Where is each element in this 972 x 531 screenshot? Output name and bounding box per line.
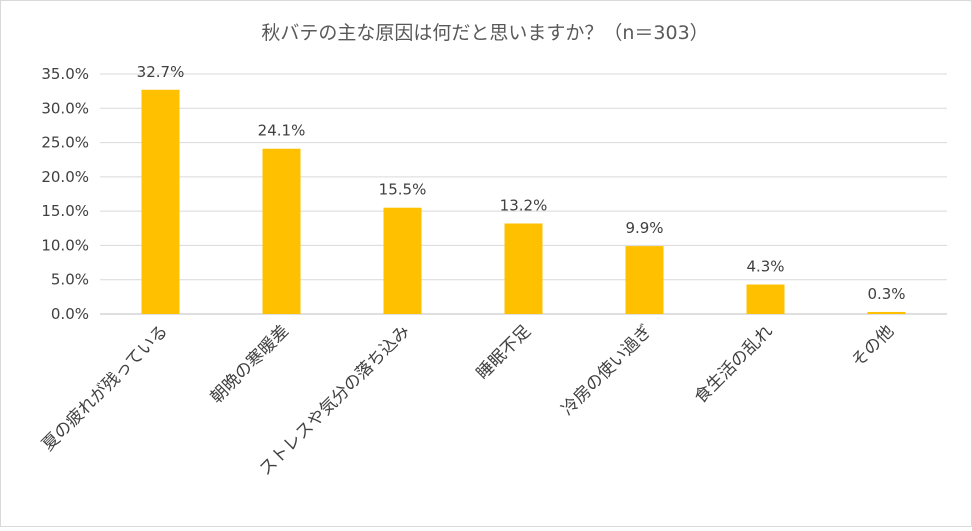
y-tick-label: 0.0% <box>51 305 89 323</box>
bar <box>262 148 301 314</box>
data-label: 13.2% <box>500 196 548 214</box>
bar <box>504 223 543 314</box>
y-tick-label: 20.0% <box>41 168 89 186</box>
category-labels: 夏の疲れが残っている 朝晩の寒暖差ストレスや気分の落ち込み 睡眠不足 冷房の使い過ぎ食… <box>38 321 898 480</box>
bar <box>141 89 180 315</box>
data-label: 24.1% <box>258 122 306 140</box>
y-axis-ticks: 0.0% 5.0% 10.0% 15.0% 20.0% 25.0% 30.0% 35.0% <box>41 65 89 323</box>
data-label: 32.7% <box>137 63 185 81</box>
category-label: 睡眠不足 <box>473 321 535 383</box>
data-label: 0.3% <box>867 285 905 303</box>
y-tick-label: 30.0% <box>41 99 89 117</box>
data-label: 15.5% <box>379 181 427 199</box>
data-label: 9.9% <box>625 219 663 237</box>
y-tick-label: 15.0% <box>41 202 89 220</box>
chart-title: 秋バテの主な原因は何だと思いますか？（n＝303） <box>261 22 708 44</box>
category-label: 夏の疲れが残っている <box>38 321 172 455</box>
data-labels: 32.7% 24.1% 15.5% 13.2% 9.9% 4.3% 0.3% <box>137 63 906 303</box>
bar <box>867 311 906 314</box>
category-label: 朝晩の寒暖差 <box>207 321 293 407</box>
data-label: 4.3% <box>746 258 784 276</box>
bar <box>625 246 664 314</box>
y-tick-label: 10.0% <box>41 236 89 254</box>
bar <box>746 284 785 314</box>
y-tick-label: 5.0% <box>51 271 89 289</box>
bars <box>141 89 906 315</box>
category-label: 冷房の使い過ぎ <box>557 321 656 420</box>
y-tick-label: 35.0% <box>41 65 89 83</box>
category-label: 食生活の乱れ <box>691 321 777 407</box>
category-label: その他 <box>848 321 898 371</box>
y-tick-label: 25.0% <box>41 134 89 152</box>
bar <box>383 207 422 314</box>
